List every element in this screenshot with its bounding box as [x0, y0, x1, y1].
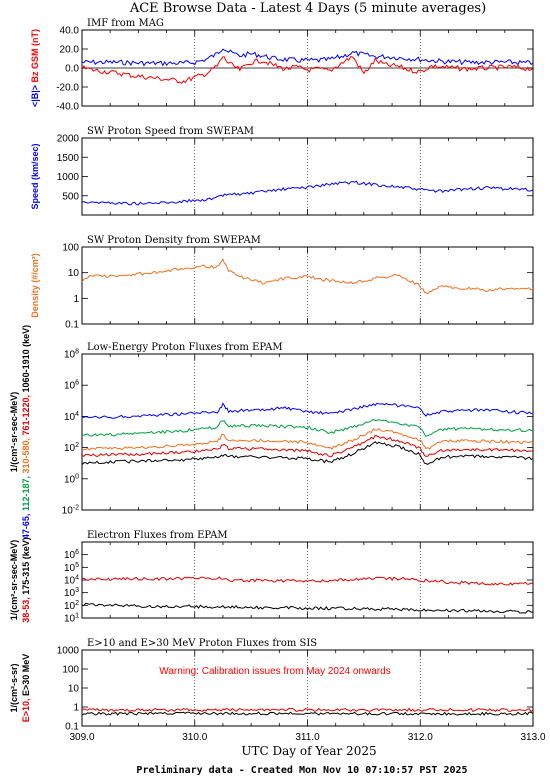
y-axis-label: Speed (km/sec): [30, 143, 40, 209]
panel-title: SW Proton Speed from SWEPAM: [87, 126, 254, 137]
y-tick-label: 104: [64, 411, 79, 423]
series-line-2: [81, 711, 534, 716]
y-tick-label: 100: [62, 665, 79, 676]
y-tick-label: 0.1: [65, 722, 79, 733]
x-tick-label: 312.0: [408, 732, 433, 743]
y-axis-label: 47-65, 112-187, 310-580, 761-1220, 1060-…: [21, 325, 31, 539]
panel-title: SW Proton Density from SWEPAM: [87, 235, 261, 246]
y-tick-label: 40.0: [60, 26, 80, 37]
y-tick-label: 102: [64, 442, 79, 454]
y-axis-label-part: 1060-1910 (keV): [21, 325, 31, 395]
y-axis-label-part: 310-580,: [21, 438, 31, 476]
panel-3: 100 10 1 0.1 SW Proton Density from SWEPAM De…: [30, 235, 534, 331]
y-tick-label: 0.1: [65, 320, 79, 331]
y-tick-label: 102: [64, 600, 79, 612]
panel-title: Low-Energy Proton Fluxes from EPAM: [87, 342, 283, 353]
x-tick-label: 313.0: [520, 732, 545, 743]
series-line-1: [81, 707, 534, 713]
y-axis-label-part: E>10,: [21, 699, 31, 723]
y-tick-label: 104: [64, 575, 79, 587]
y-tick-label: 1500: [57, 153, 80, 164]
panel-6: 1000 100 10 1 0.1 E>10 and E>30 MeV Proton Fl…: [9, 638, 534, 733]
y-tick-label: 1000: [57, 172, 80, 183]
y-tick-label: 105: [64, 562, 79, 574]
panel-title: Electron Fluxes from EPAM: [87, 530, 228, 541]
y-tick-label: 10-2: [62, 505, 79, 517]
panel-title: IMF from MAG: [87, 18, 164, 29]
y-tick-label: -40.0: [56, 102, 79, 113]
x-tick-label: 311.0: [295, 732, 320, 743]
y-axis-label-part: E>30 MeV: [21, 654, 31, 699]
x-axis-label: UTC Day of Year 2025: [241, 744, 376, 758]
y-tick-label: 20.0: [60, 45, 80, 56]
y-axis-label-part: 175-315 (keV): [21, 537, 31, 597]
series-line-1: [81, 402, 534, 419]
y-axis-label-part: 47-65,: [21, 514, 31, 540]
y-tick-label: 10: [68, 684, 80, 695]
footer-text: Preliminary data - Created Mon Nov 10 07…: [136, 764, 467, 776]
y-tick-label: 106: [64, 549, 79, 561]
y-tick-label: 106: [64, 380, 79, 392]
panel-frame: [81, 649, 534, 727]
y-axis-label-part: Bz GSM (nT): [30, 29, 40, 85]
y-axis-label: 38-53, 175-315 (keV): [21, 537, 31, 623]
y-tick-label: 100: [62, 243, 79, 254]
panel-4: 108 106 104 102 100 10-2 Low-Energy Proton Flu…: [9, 325, 534, 539]
series-line-2: [81, 418, 534, 438]
series-line-1: [81, 48, 534, 67]
series-line-5: [81, 441, 534, 465]
y-axis-label-part: <|B|>: [30, 85, 40, 107]
panel-2: 2000 1500 1000 500 SW Proton Speed from SWEP…: [30, 126, 534, 216]
series-line-1: [81, 258, 534, 295]
y-tick-label: 1: [73, 703, 79, 714]
y-axis-label-part: Density (#/cm³): [30, 253, 40, 318]
y-axis-label: Density (#/cm³): [30, 253, 40, 318]
series-line-4: [81, 434, 533, 458]
panel-title: E>10 and E>30 MeV Proton Fluxes from SIS: [87, 638, 317, 649]
y-axis-label-part: 112-187,: [21, 476, 31, 514]
y-axis-label-part: 38-53,: [21, 597, 31, 623]
panels-group: 40.0 20.0 0.0 -20.0 -40.0 IMF from MAG <|B|> B…: [9, 18, 534, 733]
x-tick-label: 309.0: [69, 732, 94, 743]
y-tick-label: 500: [62, 191, 79, 202]
y-tick-label: 0.0: [65, 64, 79, 75]
y-tick-label: 100: [64, 473, 79, 485]
series-line-1: [81, 180, 534, 206]
series-line-2: [81, 55, 534, 84]
panel-frame: [81, 246, 534, 325]
y-tick-label: 108: [64, 349, 79, 361]
figure-title: ACE Browse Data - Latest 4 Days (5 minut…: [129, 1, 486, 16]
warning-annotation: Warning: Calibration issues from May 202…: [159, 666, 390, 677]
x-tick-label: 310.0: [182, 732, 207, 743]
y-tick-label: 1: [73, 294, 79, 305]
y-axis-label: E>10, E>30 MeV: [21, 654, 31, 723]
y-tick-label: 103: [64, 587, 79, 599]
series-line-3: [81, 427, 534, 451]
y-tick-label: 101: [64, 613, 79, 625]
y-axis-unit-label: 1/(cm²-sr-sec-MeV): [9, 540, 19, 621]
y-tick-label: -20.0: [56, 83, 79, 94]
y-axis-unit-label: 1/(cm²-s-sr): [9, 663, 19, 712]
y-axis-unit-label: 1/(cm²-sr-sec-MeV): [9, 392, 19, 473]
panel-frame: [81, 137, 534, 216]
y-axis-label-part: Speed (km/sec): [30, 143, 40, 209]
y-axis-label: <|B|> Bz GSM (nT): [30, 29, 40, 107]
series-line-1: [81, 576, 534, 586]
y-tick-label: 2000: [57, 134, 80, 145]
y-tick-label: 10: [68, 268, 80, 279]
y-tick-label: 1000: [57, 646, 80, 657]
y-axis-label-part: 761-1220,: [21, 395, 31, 438]
x-tick-labels: 309.0 310.0 311.0 312.0 313.0: [69, 732, 545, 743]
panel-1: 40.0 20.0 0.0 -20.0 -40.0 IMF from MAG <|B|> B…: [30, 18, 534, 113]
series-line-2: [81, 602, 534, 614]
